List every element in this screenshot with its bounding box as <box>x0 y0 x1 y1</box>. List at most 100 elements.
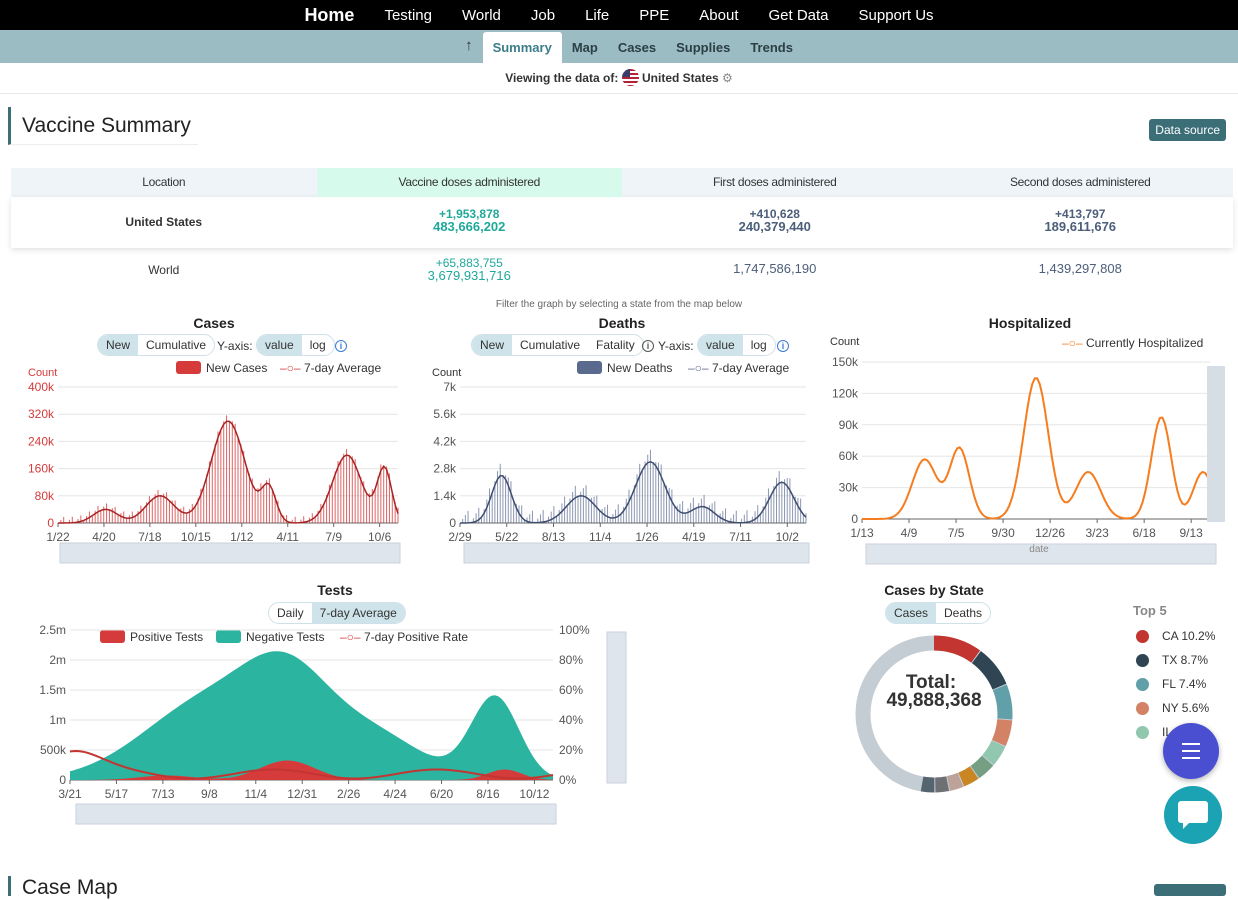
tab-cases[interactable]: Cases <box>617 40 657 55</box>
next-section-button[interactable] <box>1154 884 1226 896</box>
x-tick-label: 11/4 <box>589 530 612 544</box>
cases-legend-avg[interactable]: –○– 7-day Average <box>280 361 382 375</box>
deaths-cumulative-button[interactable]: Cumulative <box>520 338 581 352</box>
tab-supplies[interactable]: Supplies <box>676 40 731 55</box>
legend-item[interactable]: TX 8.7% <box>1133 648 1215 672</box>
nav-home[interactable]: Home <box>304 4 355 25</box>
y-tick-label: 30k <box>839 481 859 495</box>
nav-about[interactable]: About <box>699 6 739 24</box>
y-tick-label: 240k <box>28 434 55 448</box>
gear-icon[interactable]: ⚙ <box>722 71 733 85</box>
row-location: World <box>148 263 180 277</box>
arrow-up-icon[interactable]: ↑ <box>465 37 473 54</box>
deaths-title: Deaths <box>598 315 646 331</box>
x-tick-label: 12/31 <box>287 787 317 801</box>
top-nav: Home Testing World Job Life PPE About Ge… <box>0 0 1238 30</box>
x-axis-label: date <box>1029 544 1049 555</box>
us-flag-icon <box>621 69 639 86</box>
tests-chart[interactable]: 2.5m 100% 2m 80% 1.5m 60% 1m 40% 500k 20% 0 0% 3/21 5… <box>20 622 640 828</box>
tab-summary[interactable]: Summary <box>482 32 562 63</box>
by-state-donut[interactable]: Total:49,888,368 <box>850 630 1020 800</box>
col-vaccine-doses[interactable]: Vaccine doses administered <box>316 168 622 197</box>
chat-icon[interactable] <box>1164 786 1222 844</box>
y-tick-label: 0 <box>47 516 54 530</box>
axis-unit-label: Count <box>432 367 461 379</box>
legend-item[interactable]: NY 5.6% <box>1133 696 1215 720</box>
nav-support-us[interactable]: Support Us <box>858 6 934 24</box>
row-first: +410,628 240,379,440 <box>622 197 928 248</box>
cases-title: Cases <box>193 315 235 331</box>
deaths-fatality-button[interactable]: Fatality <box>596 338 635 352</box>
legend-item[interactable]: CA 10.2% <box>1133 624 1215 648</box>
col-first-doses[interactable]: First doses administered <box>712 175 837 189</box>
cases-legend-new[interactable]: New Cases <box>176 361 267 375</box>
first-total: 240,379,440 <box>738 219 811 234</box>
cases-log-button[interactable]: log <box>309 338 326 352</box>
y-right-tick-label: 0% <box>559 773 577 787</box>
nav-get-data[interactable]: Get Data <box>768 6 829 24</box>
table-row: World +65,883,755 3,679,931,716 1,747,58… <box>11 248 1233 288</box>
data-source-button[interactable]: Data source <box>1149 119 1226 141</box>
hospitalized-chart[interactable]: Count 150k 120k 90k 60k 30k 01/13 4/9 7/5 9/30 12/… <box>826 332 1230 567</box>
positive-area <box>70 760 553 780</box>
x-tick-label: 3/21 <box>58 787 82 801</box>
cases-new-button[interactable]: New <box>98 335 139 355</box>
deaths-log-button[interactable]: log <box>750 338 767 352</box>
row-doses: +1,953,878 483,666,202 <box>317 197 623 248</box>
by-state-cases-button[interactable]: Cases <box>886 603 937 623</box>
x-tick-label: 5/22 <box>495 530 519 544</box>
legend-label: CA 10.2% <box>1162 629 1216 643</box>
x-tick-label: 1/26 <box>635 530 659 544</box>
y-tick-label: 320k <box>28 407 55 421</box>
legend-item[interactable]: FL 7.4% <box>1133 672 1215 696</box>
cases-value-button[interactable]: value <box>257 335 302 355</box>
y-tick-label: 1m <box>49 713 66 727</box>
x-tick-label: 1/13 <box>850 526 874 540</box>
top5-legend: Top 5 CA 10.2% TX 8.7% FL 7.4% NY 5.6% IL <box>1133 603 1215 744</box>
tests-legend-negative[interactable]: Negative Tests <box>216 630 325 644</box>
y-tick-label: 90k <box>839 418 859 432</box>
hospitalized-line <box>862 377 1211 520</box>
menu-fab-button[interactable] <box>1163 723 1219 779</box>
x-tick-label: 1/22 <box>46 530 70 544</box>
tests-legend-positive[interactable]: Positive Tests <box>100 630 203 644</box>
fatality-info-icon[interactable]: i <box>642 340 654 352</box>
tests-legend-rate[interactable]: –○– 7-day Positive Rate <box>340 630 469 644</box>
zoom-slider <box>75 803 557 825</box>
x-tick-label: 12/26 <box>1035 526 1065 540</box>
y-tick-label: 2.5m <box>39 623 66 637</box>
nav-world[interactable]: World <box>461 6 501 24</box>
deaths-new-button[interactable]: New <box>472 335 513 355</box>
tab-trends[interactable]: Trends <box>750 40 793 55</box>
deaths-legend-avg[interactable]: –○– 7-day Average <box>688 361 790 375</box>
donut-slice <box>855 635 1013 793</box>
nav-ppe[interactable]: PPE <box>639 6 670 24</box>
nav-testing[interactable]: Testing <box>384 6 432 24</box>
x-tick-label: 8/16 <box>476 787 500 801</box>
tab-map[interactable]: Map <box>571 40 598 55</box>
second-new: +413,797 <box>1055 207 1106 221</box>
deaths-legend-new[interactable]: New Deaths <box>577 361 672 375</box>
legend-item[interactable]: IL <box>1133 720 1215 744</box>
tests-daily-button[interactable]: Daily <box>277 606 304 620</box>
y-tick-label: 2m <box>49 653 66 667</box>
tests-7day-button[interactable]: 7-day Average <box>311 603 405 623</box>
deaths-info-icon[interactable]: i <box>777 340 789 352</box>
by-state-deaths-button[interactable]: Deaths <box>944 606 983 620</box>
viewing-country[interactable]: United States <box>642 71 719 85</box>
nav-job[interactable]: Job <box>530 6 556 24</box>
cases-cumulative-button[interactable]: Cumulative <box>146 338 207 352</box>
doses-total: 483,666,202 <box>433 219 506 234</box>
hospitalized-legend[interactable]: –○– Currently Hospitalized <box>1062 336 1204 350</box>
cases-info-icon[interactable]: i <box>335 340 347 352</box>
x-tick-label: 9/13 <box>1180 526 1204 540</box>
next-section-title: Case Map <box>8 876 118 899</box>
deaths-value-button[interactable]: value <box>698 335 743 355</box>
y-zoom-slider <box>606 631 627 784</box>
col-second-doses[interactable]: Second doses administered <box>1009 175 1151 189</box>
nav-life[interactable]: Life <box>585 6 610 24</box>
y-tick-label: 120k <box>832 386 859 400</box>
x-tick-label: 4/11 <box>276 530 299 544</box>
